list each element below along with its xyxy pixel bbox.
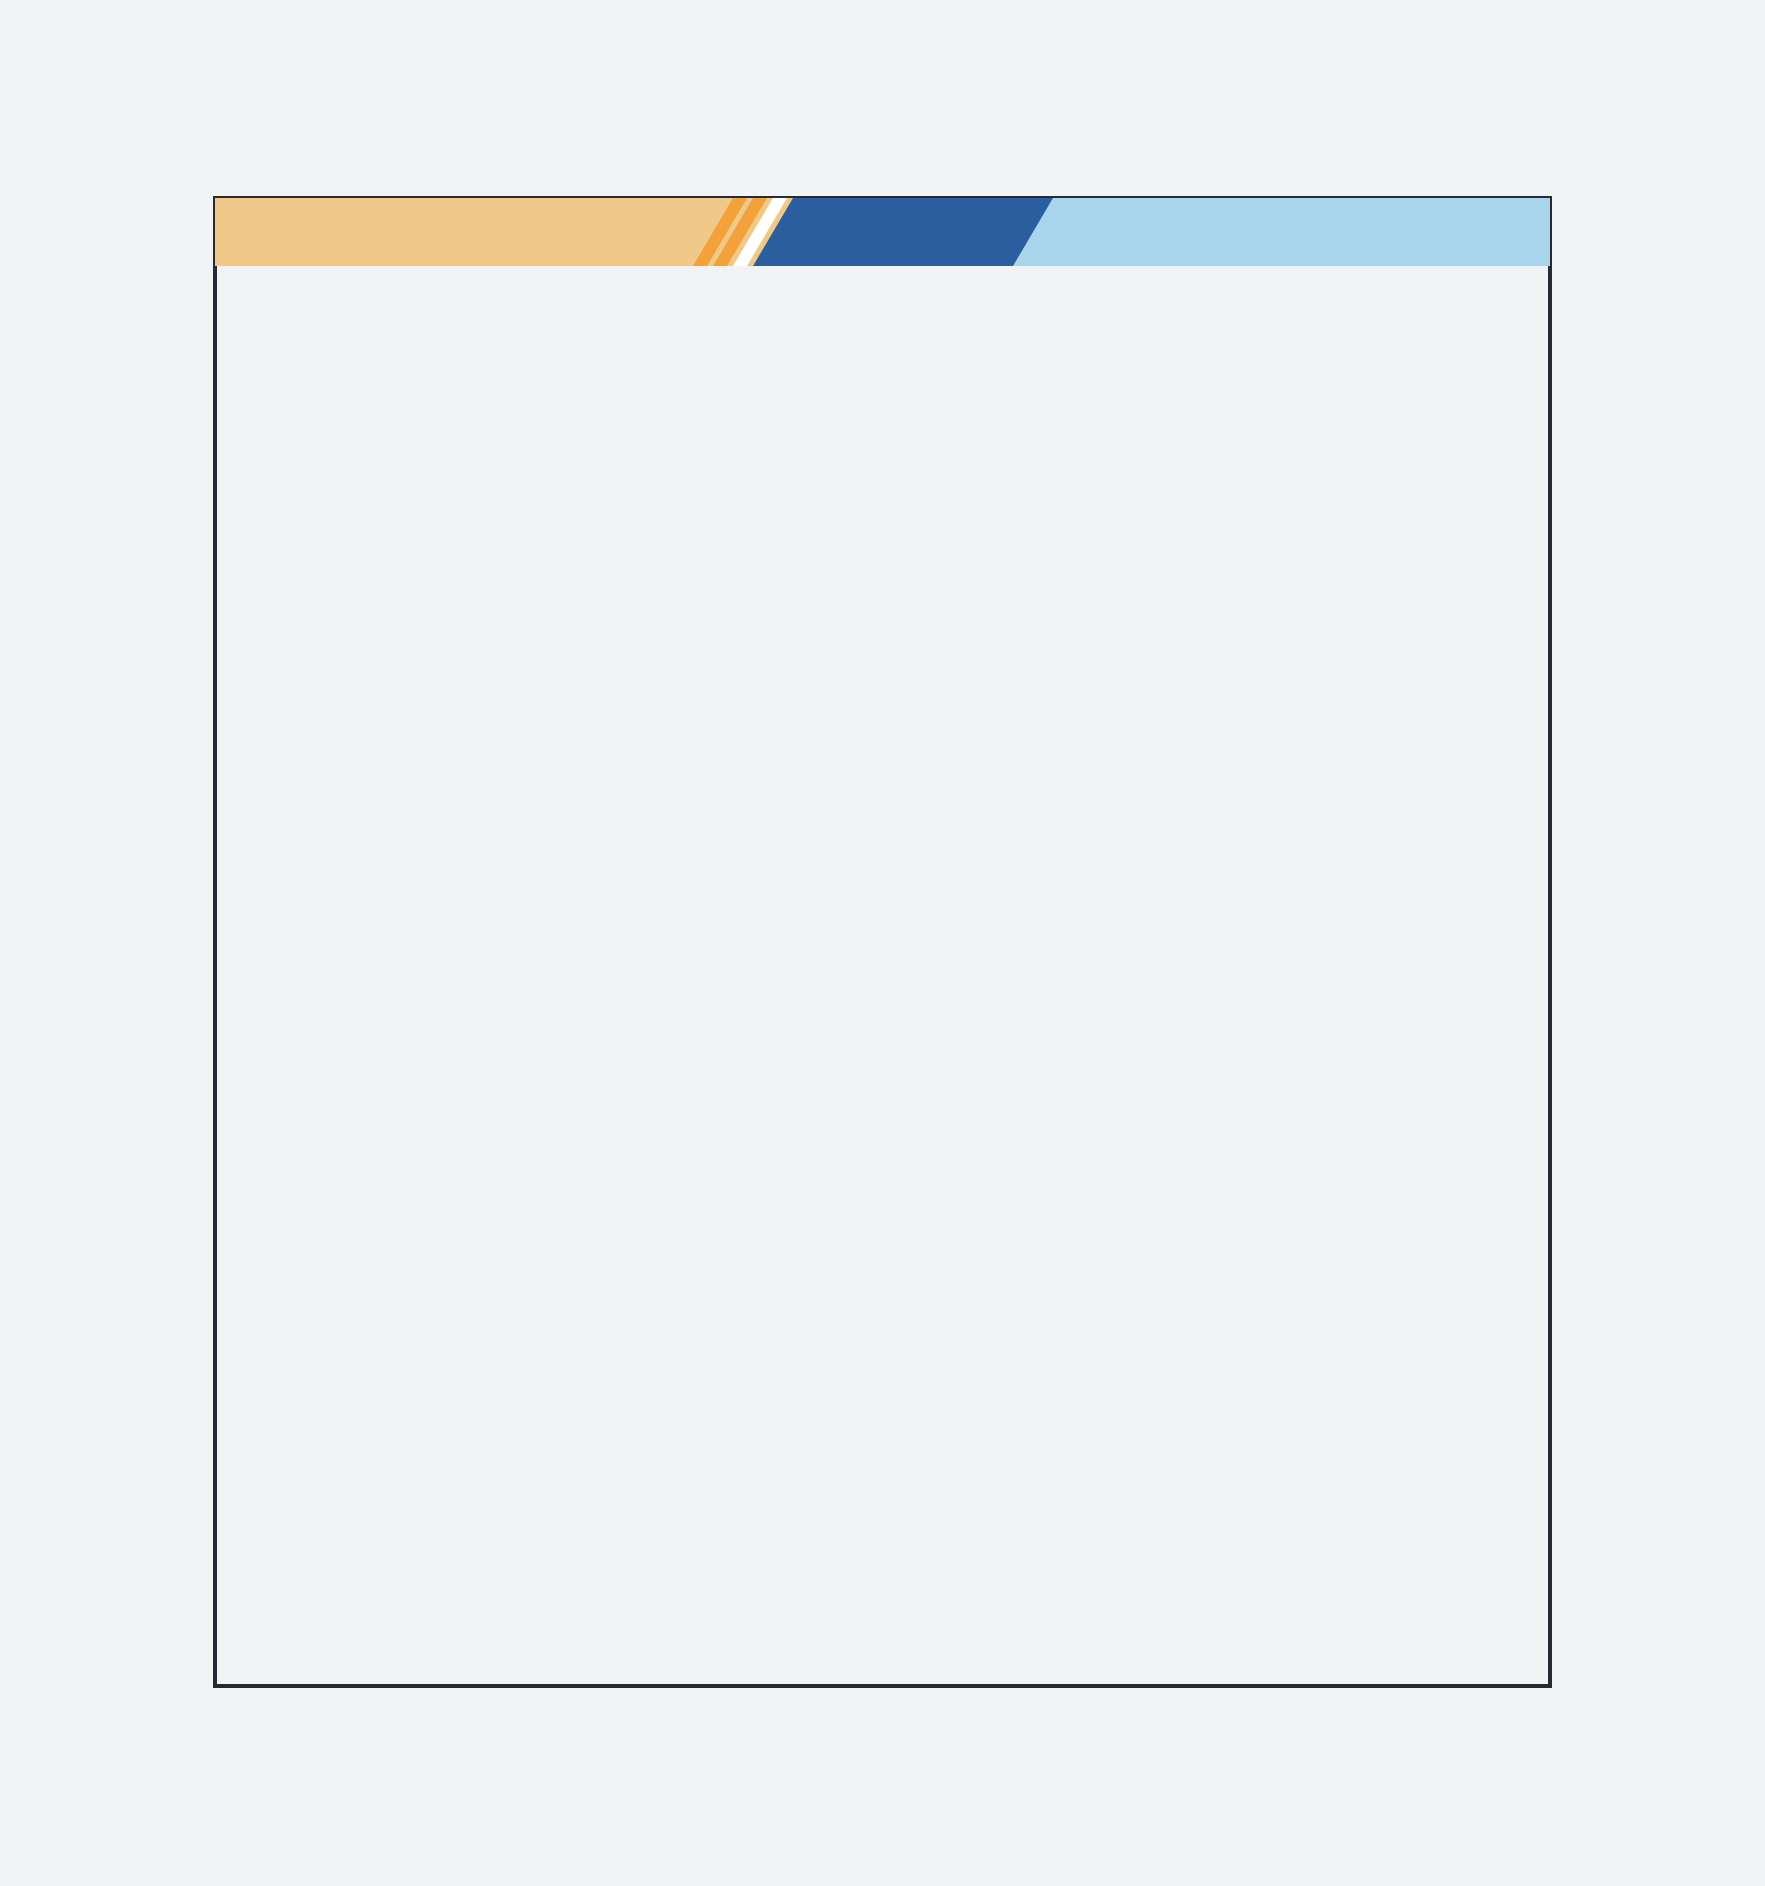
diagram-svg	[0, 0, 1765, 1886]
diagram-canvas	[0, 0, 1765, 1886]
outer-frame	[215, 198, 1550, 1686]
header-center-band	[753, 198, 1053, 266]
